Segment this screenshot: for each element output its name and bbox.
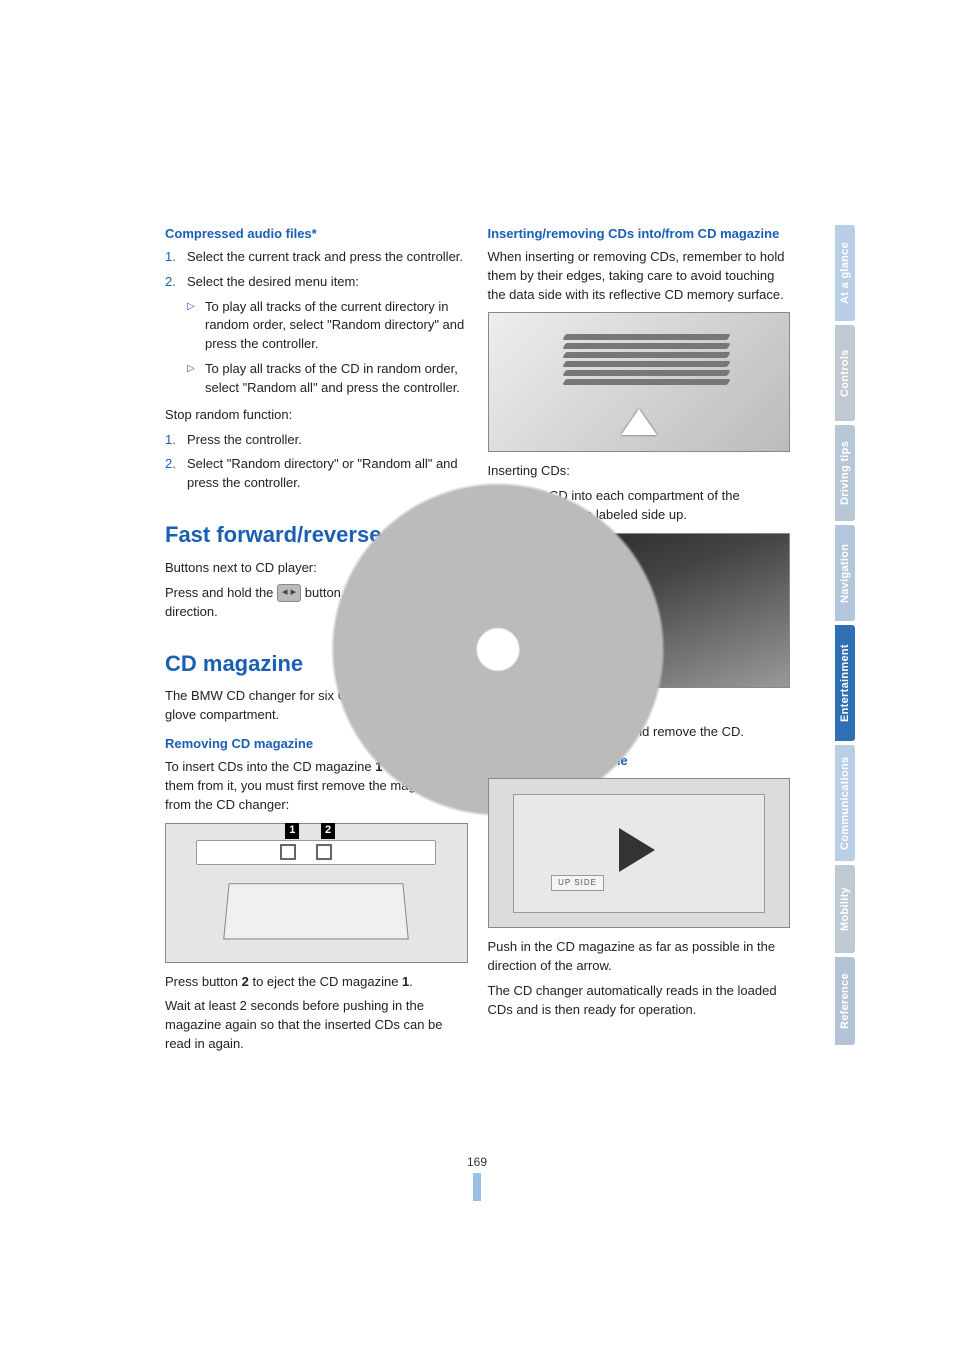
compressed-steps: 1. Select the current track and press th… bbox=[165, 248, 468, 398]
bullet-random-directory: ▷ To play all tracks of the current dire… bbox=[187, 298, 468, 355]
side-tab[interactable]: Entertainment bbox=[835, 625, 855, 741]
bullet-text: To play all tracks of the current direct… bbox=[205, 299, 464, 352]
figure-slot-body: UP SIDE bbox=[513, 794, 765, 912]
up-side-label: UP SIDE bbox=[551, 875, 604, 891]
side-tab[interactable]: Driving tips bbox=[835, 425, 855, 521]
step-text: Select the current track and press the c… bbox=[187, 249, 463, 264]
compressed-step-2: 2. Select the desired menu item: ▷ To pl… bbox=[165, 273, 468, 398]
side-tab[interactable]: Communications bbox=[835, 745, 855, 861]
right-column: Inserting/removing CDs into/from CD maga… bbox=[488, 225, 791, 1060]
push-magazine-text: Push in the CD magazine as far as possib… bbox=[488, 938, 791, 976]
step-number: 2. bbox=[165, 273, 176, 292]
figure-remove-tray bbox=[488, 533, 791, 688]
step-number: 1. bbox=[165, 248, 176, 267]
compressed-sub-bullets: ▷ To play all tracks of the current dire… bbox=[187, 298, 468, 398]
figure-stack bbox=[564, 334, 729, 396]
figure-insert-magazine: UP SIDE bbox=[488, 778, 791, 928]
page-number-block: 169 bbox=[0, 1155, 954, 1201]
press-eject-text: Press button 2 to eject the CD magazine … bbox=[165, 973, 468, 992]
auto-read-text: The CD changer automatically reads in th… bbox=[488, 982, 791, 1020]
press-text-a: Press button bbox=[165, 974, 242, 989]
page-number: 169 bbox=[467, 1155, 487, 1169]
bullet-random-all: ▷ To play all tracks of the CD in random… bbox=[187, 360, 468, 398]
triangle-icon: ▷ bbox=[187, 300, 195, 315]
right-arrow-icon bbox=[619, 828, 655, 872]
ff-text-before: Press and hold the bbox=[165, 585, 277, 600]
callout-number: 2 bbox=[242, 974, 249, 989]
side-tab[interactable]: Reference bbox=[835, 957, 855, 1045]
side-tab[interactable]: Mobility bbox=[835, 865, 855, 953]
heading-compressed-audio: Compressed audio files* bbox=[165, 225, 468, 244]
insert-remove-note: When inserting or removing CDs, remember… bbox=[488, 248, 791, 305]
press-text-d: . bbox=[409, 974, 413, 989]
page-columns: Compressed audio files* 1. Select the cu… bbox=[165, 225, 790, 1060]
compressed-step-1: 1. Select the current track and press th… bbox=[165, 248, 468, 267]
step-number: 2. bbox=[165, 455, 176, 474]
side-tab[interactable]: At a glance bbox=[835, 225, 855, 321]
triangle-icon: ▷ bbox=[187, 362, 195, 377]
page-number-bar-icon bbox=[473, 1173, 481, 1201]
step-number: 1. bbox=[165, 431, 176, 450]
heading-insert-remove-cds: Inserting/removing CDs into/from CD maga… bbox=[488, 225, 791, 244]
side-tab[interactable]: Controls bbox=[835, 325, 855, 421]
side-tab[interactable]: Navigation bbox=[835, 525, 855, 621]
bullet-text: To play all tracks of the CD in random o… bbox=[205, 361, 460, 395]
press-text-c: to eject the CD magazine bbox=[249, 974, 402, 989]
wait-note: Wait at least 2 seconds before pushing i… bbox=[165, 997, 468, 1054]
step-text: Select the desired menu item: bbox=[187, 274, 359, 289]
side-nav-tabs: At a glance Controls Driving tips Navigatio… bbox=[835, 225, 859, 1049]
